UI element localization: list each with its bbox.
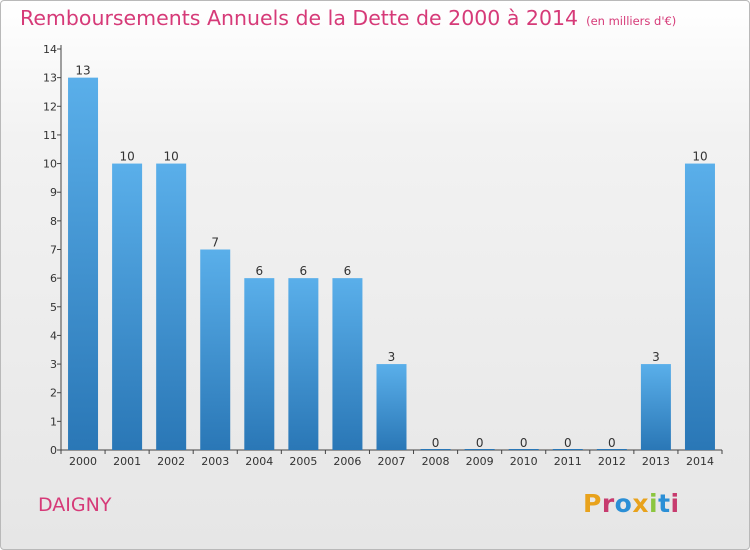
data-label: 6 (344, 264, 352, 278)
bar (596, 449, 627, 450)
y-tick-label: 2 (50, 387, 57, 400)
data-label: 7 (211, 236, 219, 250)
logo-letter: i (649, 489, 659, 518)
data-label: 0 (564, 436, 572, 450)
data-label: 0 (608, 436, 616, 450)
y-tick-label: 14 (43, 43, 57, 56)
logo-letter: t (658, 489, 671, 518)
proxiti-logo: Proxiti (583, 489, 680, 518)
bar (68, 77, 99, 451)
x-tick-label: 2009 (466, 455, 494, 468)
bar (552, 449, 583, 450)
bar (420, 449, 451, 450)
x-tick-label: 2000 (69, 455, 97, 468)
x-tick-label: 2004 (245, 455, 273, 468)
x-tick-label: 2006 (333, 455, 361, 468)
x-tick-label: 2005 (289, 455, 317, 468)
y-tick-label: 3 (50, 358, 57, 371)
commune-name: DAIGNY (38, 494, 112, 516)
data-label: 10 (164, 150, 179, 164)
bar (464, 449, 495, 450)
bar (156, 163, 187, 451)
x-tick-label: 2014 (686, 455, 714, 468)
logo-letter: r (601, 489, 615, 518)
x-tick-label: 2002 (157, 455, 185, 468)
chart-data-labels: 13 10 10 7 6 6 6 3 0 0 0 0 0 3 10 (75, 64, 707, 450)
y-tick-label: 4 (50, 329, 57, 342)
data-label: 0 (476, 436, 484, 450)
bar (640, 364, 671, 450)
y-tick-label: 6 (50, 272, 57, 285)
chart-unit-note: (en milliers d'€) (586, 14, 677, 28)
data-label: 10 (692, 150, 707, 164)
y-tick-label: 12 (43, 100, 57, 113)
data-label: 6 (255, 264, 263, 278)
chart-bars (68, 77, 715, 451)
y-tick-label: 8 (50, 215, 57, 228)
x-tick-label: 2001 (113, 455, 141, 468)
data-label: 3 (388, 350, 396, 364)
x-tick-label: 2003 (201, 455, 229, 468)
y-tick-label: 11 (43, 129, 57, 142)
bar (508, 449, 539, 450)
y-tick-label: 1 (50, 415, 57, 428)
x-tick-label: 2012 (598, 455, 626, 468)
x-tick-label: 2010 (510, 455, 538, 468)
bar (376, 364, 407, 450)
data-label: 3 (652, 350, 660, 364)
y-tick-label: 13 (43, 72, 57, 85)
data-label: 6 (300, 264, 308, 278)
bar (200, 249, 231, 450)
data-label: 0 (520, 436, 528, 450)
chart-title: Remboursements Annuels de la Dette de 20… (20, 6, 579, 30)
x-tick-label: 2008 (422, 455, 450, 468)
data-label: 10 (119, 150, 134, 164)
y-tick-label: 0 (50, 444, 57, 457)
x-tick-label: 2011 (554, 455, 582, 468)
data-label: 0 (432, 436, 440, 450)
bar (112, 163, 143, 451)
y-tick-label: 10 (43, 158, 57, 171)
y-tick-label: 7 (50, 244, 57, 257)
logo-letter: x (632, 489, 649, 518)
logo-letter: i (670, 489, 680, 518)
x-tick-label: 2013 (642, 455, 670, 468)
x-tick-label: 2007 (378, 455, 406, 468)
logo-letter: o (614, 489, 633, 518)
bar (332, 278, 363, 450)
y-tick-label: 5 (50, 301, 57, 314)
bar (288, 278, 319, 450)
logo-letter: P (583, 489, 602, 518)
bar (244, 278, 275, 450)
y-tick-label: 9 (50, 186, 57, 199)
chart-title-block: Remboursements Annuels de la Dette de 20… (20, 6, 676, 30)
data-label: 13 (75, 64, 90, 78)
bar (684, 163, 715, 451)
